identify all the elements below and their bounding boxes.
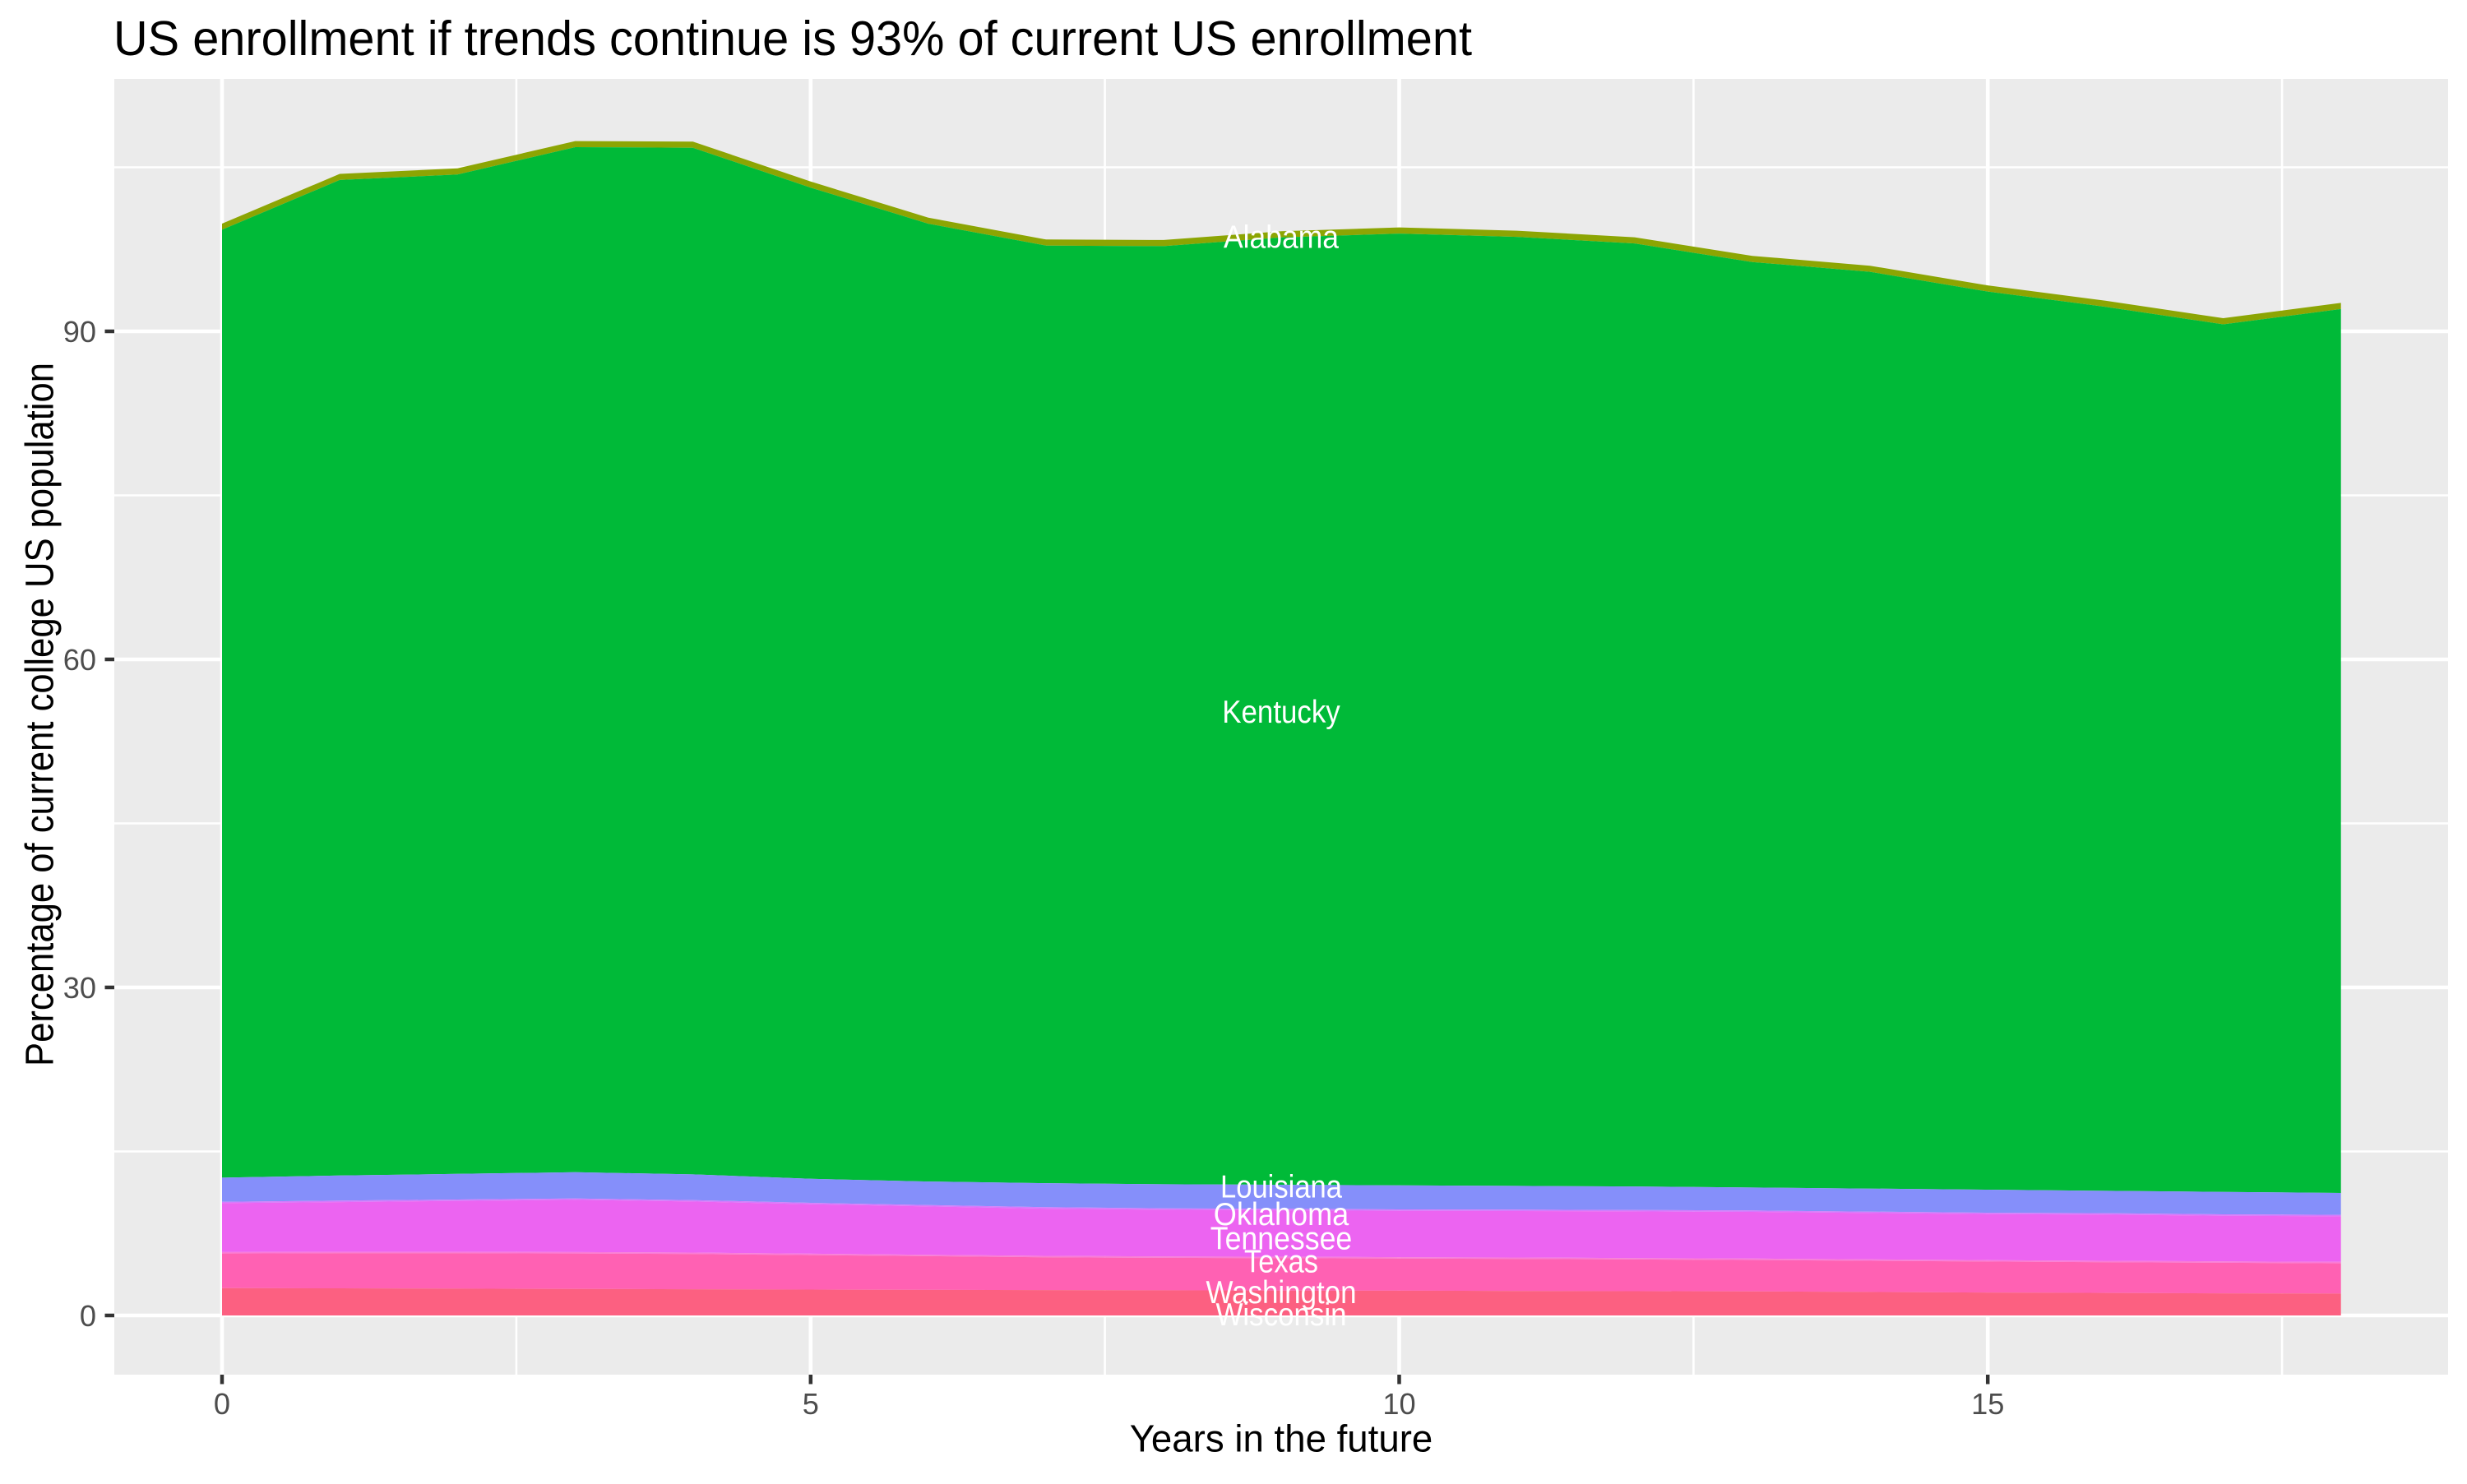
svg-text:30: 30 xyxy=(63,971,96,1005)
svg-text:US enrollment if trends contin: US enrollment if trends continue is 93% … xyxy=(113,11,1472,66)
svg-text:10: 10 xyxy=(1382,1387,1415,1421)
svg-text:Texas: Texas xyxy=(1244,1245,1318,1280)
svg-text:Wisconsin: Wisconsin xyxy=(1216,1297,1347,1333)
svg-text:0: 0 xyxy=(214,1387,230,1421)
svg-text:Alabama: Alabama xyxy=(1224,220,1339,256)
svg-text:Kentucky: Kentucky xyxy=(1222,695,1340,730)
svg-text:90: 90 xyxy=(63,315,96,349)
svg-text:Washington: Washington xyxy=(1206,1275,1357,1311)
svg-text:0: 0 xyxy=(80,1299,96,1333)
svg-text:15: 15 xyxy=(1971,1387,2004,1421)
svg-text:5: 5 xyxy=(803,1387,819,1421)
svg-text:Percentage of current college: Percentage of current college US populat… xyxy=(18,363,62,1066)
svg-text:60: 60 xyxy=(63,643,96,677)
svg-text:Tennessee: Tennessee xyxy=(1210,1221,1353,1256)
svg-text:Oklahoma: Oklahoma xyxy=(1214,1197,1349,1232)
svg-text:Years in the future: Years in the future xyxy=(1130,1417,1433,1460)
svg-text:Louisiana: Louisiana xyxy=(1220,1170,1342,1205)
